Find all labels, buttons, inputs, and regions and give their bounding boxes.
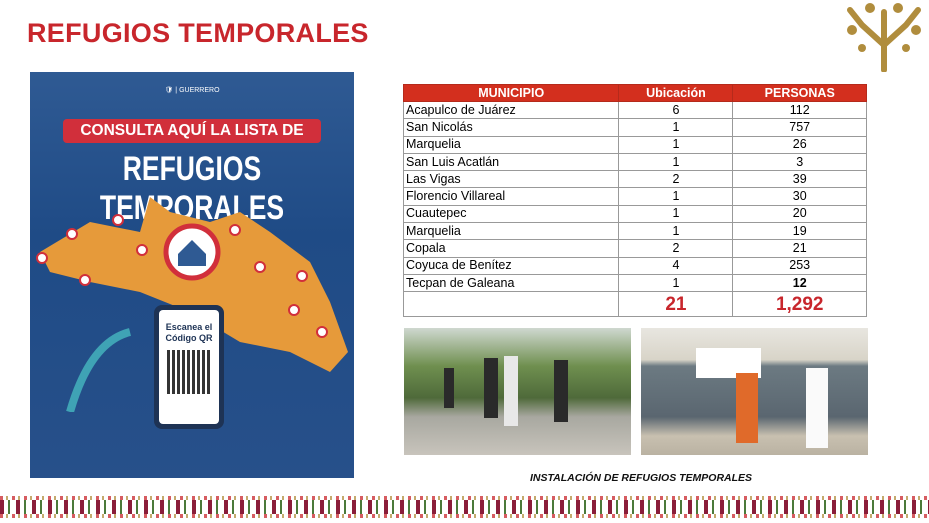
col-municipio: MUNICIPIO	[402, 84, 620, 102]
qr-text-2: Código QR	[165, 333, 213, 343]
qr-phone: Escanea el Código QR	[154, 305, 224, 429]
cell-personas: 253	[732, 256, 867, 275]
cell-ubicacion: 2	[618, 170, 734, 189]
cell-personas: 39	[732, 170, 867, 189]
qr-code-icon[interactable]	[167, 350, 211, 394]
cell-ubicacion: 6	[618, 100, 734, 120]
cell-ubicacion: 2	[618, 239, 734, 258]
refugios-poster: 🛡 | GUERRERO CONSULTA AQUÍ LA LISTA DE R…	[30, 72, 354, 478]
poster-headline: REFUGIOS TEMPORALES	[99, 150, 285, 227]
cell-municipio: Las Vigas	[402, 170, 620, 189]
gov-logos: 🛡 | GUERRERO	[164, 87, 220, 94]
slide-title: REFUGIOS TEMPORALES	[27, 18, 369, 48]
poster-banner: CONSULTA AQUÍ LA LISTA DE	[63, 119, 321, 143]
total-ubicacion: 21	[618, 291, 734, 318]
refugios-table: MUNICIPIO Ubicación PERSONAS Acapulco de…	[402, 84, 867, 318]
cell-personas: 30	[732, 187, 867, 206]
qr-text-1: Escanea el	[165, 322, 213, 332]
tree-logo-icon	[847, 3, 921, 72]
table-row: Florencio Villareal 1 30	[402, 187, 867, 206]
cell-personas: 21	[732, 239, 867, 258]
cell-municipio: Acapulco de Juárez	[402, 100, 620, 120]
photo-shelter-visit	[404, 328, 631, 455]
cell-ubicacion: 4	[618, 256, 734, 275]
photos-caption: INSTALACIÓN DE REFUGIOS TEMPORALES	[530, 472, 753, 484]
table-row: San Nicolás 1 757	[402, 118, 867, 137]
total-personas: 1,292	[732, 291, 867, 318]
table-row: Copala 2 21	[402, 239, 867, 258]
table-row: Marquelia 1 19	[402, 222, 867, 241]
table-row: Cuautepec 1 20	[402, 204, 867, 224]
cell-personas: 20	[732, 204, 867, 224]
cell-empty	[402, 291, 620, 318]
table-row: Tecpan de Galeana 1 12	[402, 273, 867, 293]
cell-ubicacion: 1	[618, 135, 734, 154]
cell-municipio: Florencio Villareal	[402, 187, 620, 206]
cell-municipio: San Nicolás	[402, 118, 620, 137]
cell-ubicacion: 1	[618, 187, 734, 206]
cell-municipio: San Luis Acatlán	[402, 152, 620, 172]
cell-personas: 26	[732, 135, 867, 154]
cell-personas: 3	[732, 152, 867, 172]
guerrero-map-icon	[36, 197, 348, 412]
cell-personas: 19	[732, 222, 867, 241]
cell-ubicacion: 1	[618, 152, 734, 172]
col-personas: PERSONAS	[732, 84, 867, 102]
cell-municipio: Copala	[402, 239, 620, 258]
cell-municipio: Tecpan de Galeana	[402, 273, 620, 293]
cell-personas: 112	[732, 100, 867, 120]
cell-ubicacion: 1	[618, 222, 734, 241]
table-row: Marquelia 1 26	[402, 135, 867, 154]
table-row: San Luis Acatlán 1 3	[402, 152, 867, 172]
photo-shelter-entrance	[641, 328, 868, 455]
table-row: Las Vigas 2 39	[402, 170, 867, 189]
cell-municipio: Cuautepec	[402, 204, 620, 224]
cell-ubicacion: 1	[618, 118, 734, 137]
gov-label: GUERRERO	[179, 87, 220, 94]
cell-ubicacion: 1	[618, 273, 734, 293]
total-row: 21 1,292	[402, 291, 867, 318]
col-ubicacion: Ubicación	[618, 84, 734, 102]
cell-municipio: Marquelia	[402, 222, 620, 241]
cell-personas: 12	[732, 273, 867, 293]
cell-ubicacion: 1	[618, 204, 734, 224]
cell-municipio: Coyuca de Benítez	[402, 256, 620, 275]
cell-personas: 757	[732, 118, 867, 137]
decorative-border-pattern	[0, 500, 929, 514]
table-row: Acapulco de Juárez 6 112	[402, 100, 867, 120]
table-row: Coyuca de Benítez 4 253	[402, 256, 867, 275]
cell-municipio: Marquelia	[402, 135, 620, 154]
